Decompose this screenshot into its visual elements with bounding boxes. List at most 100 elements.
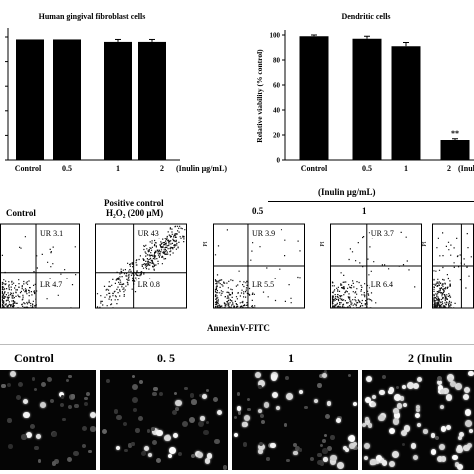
stained-nucleus — [29, 423, 35, 429]
stained-nucleus — [375, 454, 382, 461]
stained-nucleus — [330, 435, 335, 440]
stained-nucleus — [59, 391, 65, 398]
stained-nucleus — [197, 420, 204, 427]
x-tick-label: 0.5 — [362, 164, 372, 173]
stained-nucleus — [259, 414, 264, 419]
stained-nucleus — [454, 462, 460, 467]
positive-control-label: Positive control — [104, 198, 164, 208]
separator-line — [0, 344, 474, 345]
stained-nucleus — [168, 446, 176, 454]
bar — [53, 39, 81, 160]
fluorescence-image-0-5 — [100, 370, 228, 470]
bar — [104, 41, 132, 160]
micro-label-0-5: 0. 5 — [157, 351, 175, 365]
stained-nucleus — [365, 375, 373, 383]
stained-nucleus — [353, 441, 358, 446]
stained-nucleus — [391, 451, 399, 459]
stained-nucleus — [114, 409, 119, 414]
y-tick-label: 40 — [273, 107, 281, 115]
stained-nucleus — [205, 420, 209, 425]
stained-nucleus — [467, 442, 473, 449]
stained-nucleus — [266, 457, 270, 461]
x-axis-unit: (Inulin µg/mL) — [458, 164, 474, 173]
stained-nucleus — [214, 438, 220, 445]
stained-nucleus — [459, 432, 465, 438]
stained-nucleus — [34, 446, 39, 451]
micro-label-2: 2 (Inulin — [408, 351, 453, 365]
stained-nucleus — [270, 442, 276, 449]
stained-nucleus — [216, 409, 223, 416]
stained-nucleus — [9, 371, 16, 378]
stained-nucleus — [457, 435, 463, 441]
x-tick-label: Control — [301, 164, 328, 173]
stained-nucleus — [153, 386, 158, 391]
stained-nucleus — [465, 420, 473, 427]
stained-nucleus — [233, 432, 238, 437]
stained-nucleus — [367, 423, 373, 429]
flow-label-h2o2: H₂O₂ (200 µM) — [106, 208, 164, 218]
stained-nucleus — [468, 370, 474, 377]
bar — [352, 38, 382, 160]
stained-nucleus — [84, 402, 89, 407]
stained-nucleus — [152, 440, 158, 446]
stained-nucleus — [51, 431, 58, 438]
stained-nucleus — [298, 447, 303, 452]
stained-nucleus — [379, 389, 385, 396]
stained-nucleus — [322, 439, 326, 443]
stained-nucleus — [131, 396, 138, 403]
stained-nucleus — [7, 418, 12, 423]
stained-nucleus — [1, 383, 6, 388]
fluorescence-image-1 — [232, 370, 358, 470]
stained-nucleus — [155, 429, 163, 437]
flow-label-0-5: 0.5 — [252, 206, 264, 216]
stained-nucleus — [413, 455, 419, 461]
stained-nucleus — [413, 383, 420, 390]
stained-nucleus — [318, 373, 323, 379]
stained-nucleus — [275, 405, 281, 411]
flow-events — [96, 225, 186, 309]
stained-nucleus — [243, 414, 250, 421]
ur-percentage: UR 3.7 — [371, 229, 394, 238]
stained-nucleus — [177, 452, 182, 457]
stained-nucleus — [439, 443, 445, 450]
stained-nucleus — [344, 447, 350, 452]
stained-nucleus — [388, 460, 395, 467]
stained-nucleus — [241, 422, 247, 427]
significance-marker: ** — [451, 129, 459, 138]
stained-nucleus — [82, 425, 88, 431]
stained-nucleus — [254, 371, 261, 379]
stained-nucleus — [270, 374, 278, 381]
stained-nucleus — [364, 417, 369, 422]
stained-nucleus — [158, 392, 163, 397]
stained-nucleus — [399, 396, 405, 401]
stained-nucleus — [190, 453, 196, 459]
dendritic-viability-chart: Dendritic cells Relative viability (% co… — [255, 12, 474, 173]
stained-nucleus — [258, 408, 263, 413]
y-tick-label: 80 — [273, 57, 281, 65]
stained-nucleus — [400, 429, 408, 437]
x-axis-unit: (Inulin µg/mL) — [176, 164, 227, 173]
stained-nucleus — [347, 373, 352, 378]
stained-nucleus — [175, 399, 182, 407]
stained-nucleus — [292, 450, 298, 456]
lr-percentage: LR 6.4 — [371, 280, 393, 289]
stained-nucleus — [261, 419, 266, 424]
bar — [391, 46, 421, 160]
lr-percentage: LR 5.5 — [252, 280, 274, 289]
x-tick-label: 0.5 — [62, 164, 72, 173]
pi-axis-label: PI — [422, 241, 428, 246]
stained-nucleus — [299, 390, 304, 395]
stained-nucleus — [146, 429, 151, 433]
stained-nucleus — [437, 385, 443, 391]
flow-plot: UR 3.7 LR 6.4 PI — [320, 223, 422, 309]
flow-plot: UR 43 LR 0.8 — [95, 223, 187, 309]
stained-nucleus — [462, 393, 469, 401]
stained-nucleus — [353, 445, 358, 450]
stained-nucleus — [364, 397, 371, 404]
stained-nucleus — [191, 399, 197, 405]
stained-nucleus — [464, 386, 471, 393]
stained-nucleus — [131, 375, 135, 379]
stained-nucleus — [319, 443, 323, 448]
stained-nucleus — [393, 408, 400, 414]
stained-nucleus — [445, 394, 453, 401]
